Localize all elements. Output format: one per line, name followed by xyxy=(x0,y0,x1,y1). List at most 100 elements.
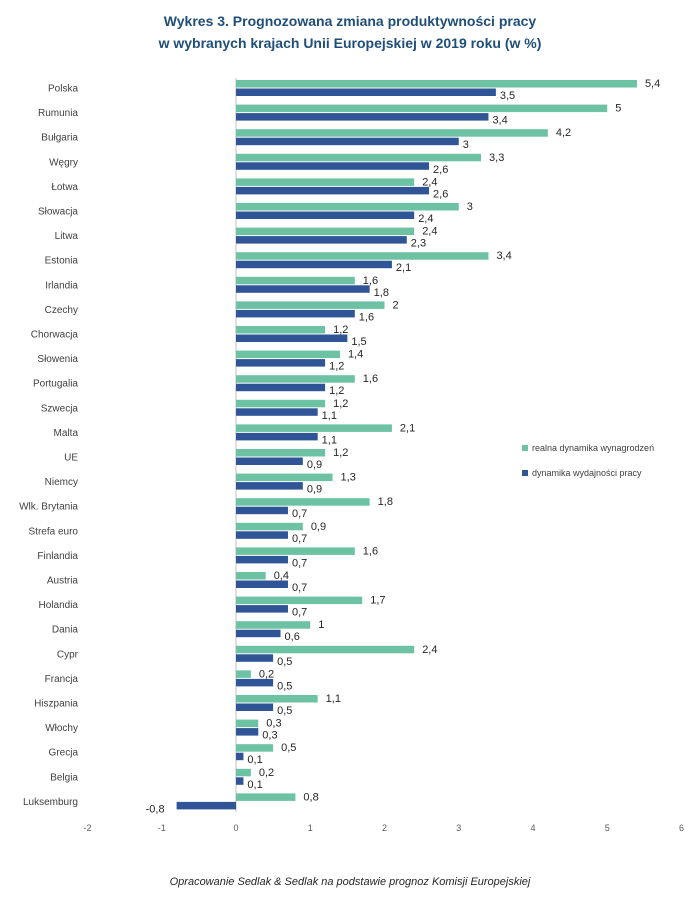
data-label-wages: 5,4 xyxy=(645,78,660,90)
legend-label-productivity: dynamika wydajności pracy xyxy=(532,468,642,478)
data-label-wages: 2,4 xyxy=(422,226,437,238)
category-label: Łotwa xyxy=(51,182,78,193)
bar-wages xyxy=(236,596,363,605)
bar-productivity xyxy=(236,605,288,613)
category-label: Cypr xyxy=(57,649,79,660)
bar-productivity xyxy=(236,432,318,441)
category-label: Niemcy xyxy=(45,477,78,488)
source-note: Opracowanie Sedlak & Sedlak na podstawie… xyxy=(169,876,531,888)
category-label: Finlandia xyxy=(37,551,78,562)
category-label: Grecja xyxy=(49,748,79,759)
data-label-wages: 1,2 xyxy=(333,447,348,459)
data-label-wages: 0,3 xyxy=(266,718,281,730)
bar-productivity xyxy=(236,88,496,96)
category-label: Chorwacja xyxy=(31,330,79,341)
category-label: Irlandia xyxy=(45,280,78,291)
data-label-wages: 2,1 xyxy=(400,422,415,434)
bar-productivity xyxy=(236,186,430,195)
data-label-productivity: 0,5 xyxy=(277,656,292,668)
category-label: Malta xyxy=(54,428,79,439)
data-label-wages: 0,8 xyxy=(303,791,318,803)
x-tick-label: 1 xyxy=(308,823,313,833)
bar-productivity xyxy=(236,654,274,662)
x-tick-label: 0 xyxy=(233,823,238,833)
data-label-productivity: 0,6 xyxy=(285,631,300,643)
bar-wages xyxy=(236,670,251,678)
category-label: Strefa euro xyxy=(29,526,79,537)
data-label-productivity: 3,5 xyxy=(500,90,515,102)
bar-wages xyxy=(236,129,548,137)
bar-productivity xyxy=(176,801,236,810)
data-label-wages: 0,4 xyxy=(274,570,289,582)
bar-wages xyxy=(236,645,415,654)
category-label: Słowenia xyxy=(37,354,78,365)
chart-title-line1: Wykres 3. Prognozowana zmiana produktywn… xyxy=(163,13,537,29)
chart-title-line2: w wybranych krajach Unii Europejskiej w … xyxy=(158,35,542,51)
bar-productivity xyxy=(236,555,288,564)
bar-productivity xyxy=(236,359,326,367)
bar-wages xyxy=(236,104,608,113)
bar-wages xyxy=(236,744,274,752)
data-label-productivity: 0,7 xyxy=(292,557,307,569)
data-label-productivity: 1,1 xyxy=(322,434,337,446)
data-label-wages: 1,7 xyxy=(370,595,385,607)
data-label-wages: 0,2 xyxy=(259,767,274,779)
bar-wages xyxy=(236,572,266,580)
category-label: Bułgaria xyxy=(41,133,78,144)
data-label-wages: 0,5 xyxy=(281,742,296,754)
category-label: Rumunia xyxy=(38,108,78,119)
x-tick-label: 3 xyxy=(456,823,461,833)
category-label: Dania xyxy=(52,625,79,636)
bar-productivity xyxy=(236,162,430,170)
x-tick-label: 5 xyxy=(605,823,610,833)
data-label-wages: 4,2 xyxy=(556,127,571,139)
bar-wages xyxy=(236,719,259,728)
bar-wages xyxy=(236,498,370,506)
x-tick-label: 2 xyxy=(382,823,387,833)
data-label-productivity: 1,8 xyxy=(374,287,389,299)
category-label: Węgry xyxy=(49,157,78,168)
bar-productivity xyxy=(236,777,244,785)
data-label-productivity: 1,1 xyxy=(322,410,337,422)
data-label-wages: 1,6 xyxy=(363,373,378,385)
data-label-productivity: -0,8 xyxy=(146,803,165,815)
data-label-productivity: 0,7 xyxy=(292,582,307,594)
category-label: Holandia xyxy=(39,600,79,611)
bar-wages xyxy=(236,301,385,309)
bar-wages xyxy=(236,276,355,285)
data-label-wages: 2,4 xyxy=(422,176,437,188)
category-label: Włochy xyxy=(45,723,78,734)
data-label-wages: 3 xyxy=(467,201,473,213)
legend-swatch-productivity xyxy=(522,470,528,476)
data-label-productivity: 0,9 xyxy=(307,484,322,496)
category-label: Austria xyxy=(47,576,79,587)
data-label-wages: 2,4 xyxy=(422,644,437,656)
x-tick-label: 6 xyxy=(679,823,684,833)
data-label-productivity: 0,1 xyxy=(247,779,262,791)
bar-wages xyxy=(236,153,482,162)
bar-wages xyxy=(236,203,459,211)
data-label-wages: 1,2 xyxy=(333,398,348,410)
data-label-productivity: 1,6 xyxy=(359,311,374,323)
bar-productivity xyxy=(236,383,326,392)
bar-productivity xyxy=(236,334,348,342)
data-label-productivity: 2,6 xyxy=(433,188,448,200)
bar-wages xyxy=(236,350,340,359)
data-label-productivity: 1,2 xyxy=(329,361,344,373)
bar-productivity xyxy=(236,260,392,269)
data-label-productivity: 2,3 xyxy=(411,238,426,250)
data-label-wages: 1 xyxy=(318,619,324,631)
data-label-productivity: 0,5 xyxy=(277,705,292,717)
bar-productivity xyxy=(236,482,303,490)
bar-wages xyxy=(236,449,326,457)
data-label-productivity: 2,4 xyxy=(418,213,433,225)
bar-wages xyxy=(236,80,637,88)
bar-wages xyxy=(236,252,489,260)
data-label-wages: 0,9 xyxy=(311,521,326,533)
data-label-productivity: 0,9 xyxy=(307,459,322,471)
bar-productivity xyxy=(236,113,489,121)
data-label-productivity: 0,7 xyxy=(292,508,307,520)
bar-wages xyxy=(236,375,355,383)
bar-wages xyxy=(236,399,326,408)
